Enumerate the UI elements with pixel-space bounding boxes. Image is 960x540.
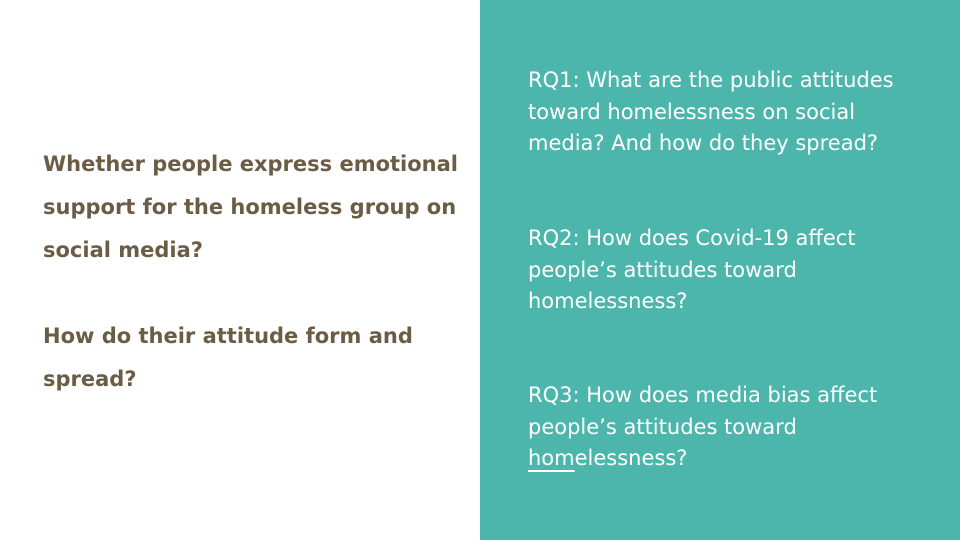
rq3-prefix: RQ3: How does media bias affect people’s… [528,383,878,439]
rq3-underlined-fragment: hom [528,446,575,470]
rq2-text: RQ2: How does Covid-19 affect people’s a… [528,226,856,313]
question-attitude-spread: How do their attitude form and spread? [43,324,413,391]
rq3-suffix: elessness? [574,446,688,470]
rq3-text: RQ3: How does media bias affect people’s… [528,380,928,475]
left-panel: Whether people express emotional support… [43,143,473,401]
question-emotional-support: Whether people express emotional support… [43,152,459,262]
question-spacer [43,272,473,315]
research-question-block: Whether people express emotional support… [43,143,473,401]
right-panel [480,0,960,540]
rq1-text: RQ1: What are the public attitudes towar… [528,68,894,155]
